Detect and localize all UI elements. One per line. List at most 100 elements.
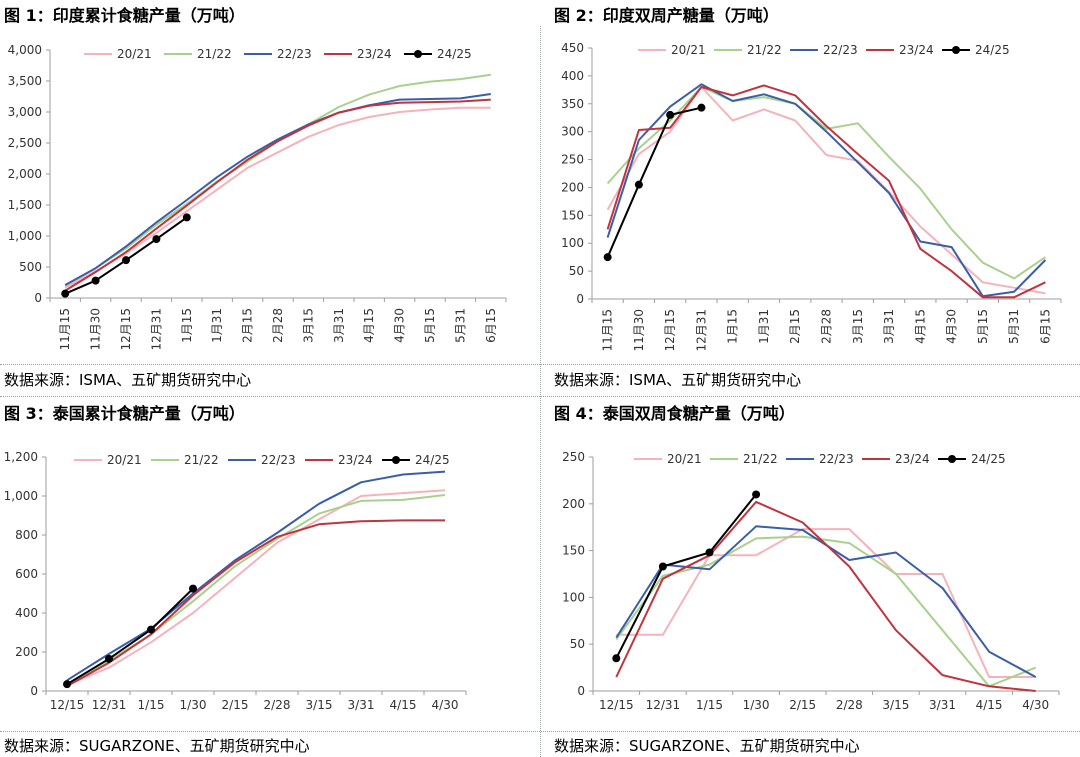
x-tick-label: 2/15 <box>222 698 249 712</box>
x-tick-label: 1/30 <box>743 698 770 712</box>
legend-label: 23/24 <box>357 47 392 61</box>
legend-label: 23/24 <box>899 43 934 57</box>
y-tick-label: 0 <box>34 291 42 305</box>
legend-label: 20/21 <box>117 47 152 61</box>
y-tick-label: 2,500 <box>8 136 42 150</box>
vertical-divider <box>540 26 541 757</box>
x-tick-label: 2/28 <box>836 698 863 712</box>
series-point-24-25 <box>666 110 675 119</box>
y-tick-label: 500 <box>19 260 42 274</box>
legend-marker <box>952 46 960 54</box>
x-tick-label: 6月15 <box>484 308 498 343</box>
y-tick-label: 800 <box>15 528 38 542</box>
series-line-21-22 <box>66 494 446 686</box>
y-tick-label: 200 <box>561 180 584 194</box>
horizontal-divider-top <box>0 364 1080 365</box>
y-tick-label: 350 <box>561 97 584 111</box>
chart-thailand-cumulative: 0 200 400 600 800 1,000 1,200 12/15 12/31 1/15 1/3… <box>4 450 467 712</box>
series-line-20-21 <box>616 528 1036 678</box>
series-point-24-25 <box>603 253 612 262</box>
y-tick-label: 3,500 <box>8 74 42 88</box>
legend-label: 21/22 <box>743 452 778 466</box>
series-point-24-25 <box>61 289 70 298</box>
x-tick-label: 3/15 <box>306 698 333 712</box>
x-tick-label: 11月15 <box>601 309 615 352</box>
x-tick-label: 1/15 <box>696 698 723 712</box>
series-line-21-22 <box>64 73 491 287</box>
x-tick-label: 4月15 <box>913 309 927 344</box>
horizontal-divider-middle <box>0 396 1080 397</box>
x-tick-label: 3月15 <box>301 308 315 343</box>
chart-title: 图 3：泰国累计食糖产量（万吨） <box>4 404 245 423</box>
x-tick-label: 4月30 <box>393 308 407 343</box>
panel-india-cumulative: 图 1：印度累计食糖产量（万吨） 0 500 1,000 1,500 2,000 2,50… <box>0 0 540 389</box>
series-line-22-23 <box>64 93 491 286</box>
y-tick-label: 200 <box>15 645 38 659</box>
series-line-21-22 <box>615 535 1037 688</box>
y-tick-label: 4,000 <box>8 43 42 57</box>
chart-india-cumulative: 0 500 1,000 1,500 2,000 2,500 3,000 3,500 4,000 1… <box>8 43 507 351</box>
legend-marker <box>392 456 400 464</box>
x-tick-label: 3月31 <box>332 308 346 343</box>
x-tick-label: 1/15 <box>138 698 165 712</box>
legend-label: 20/21 <box>107 453 142 467</box>
x-tick-label: 12月31 <box>149 308 163 351</box>
x-tick-label: 4月15 <box>362 308 376 343</box>
x-tick-label: 2月15 <box>241 308 255 343</box>
series-point-24-25 <box>189 584 197 593</box>
x-tick-label: 4/30 <box>1022 698 1049 712</box>
chart-title: 图 2：印度双周产糖量（万吨） <box>554 6 779 25</box>
x-tick-label: 1月15 <box>180 308 194 343</box>
x-tick-label: 3/31 <box>929 698 956 712</box>
x-tick-label: 11月30 <box>632 309 646 352</box>
chart-title: 图 1：印度累计食糖产量（万吨） <box>4 6 245 25</box>
y-tick-label: 1,000 <box>4 489 38 503</box>
x-tick-label: 5月31 <box>1007 309 1021 344</box>
y-tick-label: 0 <box>577 684 585 698</box>
legend-marker <box>948 455 956 463</box>
series-line-24-25 <box>606 106 702 258</box>
y-tick-label: 250 <box>561 153 584 167</box>
series-line-24-25 <box>615 493 757 659</box>
series-line-20-21 <box>64 106 491 289</box>
x-tick-label: 1月15 <box>726 309 740 344</box>
y-tick-label: 1,500 <box>8 198 42 212</box>
y-tick-label: 50 <box>569 264 584 278</box>
source-note: 数据来源：ISMA、五矿期货研究中心 <box>554 371 802 389</box>
y-tick-label: 200 <box>562 497 585 511</box>
y-tick-label: 100 <box>562 590 585 604</box>
series-point-24-25 <box>612 654 621 663</box>
x-tick-label: 4/30 <box>432 698 459 712</box>
x-tick-label: 2月28 <box>271 308 285 343</box>
panel-india-biweekly: 图 2：印度双周产糖量（万吨） 0 50 100 150 200 250 300 350 400… <box>540 0 1080 389</box>
legend-label: 20/21 <box>667 452 702 466</box>
y-tick-label: 100 <box>561 236 584 250</box>
panel-thailand-cumulative: 图 3：泰国累计食糖产量（万吨） 0 200 400 600 800 1,000 1,200… <box>0 398 540 757</box>
chart-title: 图 4：泰国双周食糖产量（万吨） <box>554 404 795 423</box>
series-point-24-25 <box>63 680 71 689</box>
series-point-24-25 <box>634 180 643 189</box>
x-tick-label: 11月30 <box>89 308 103 351</box>
x-tick-label: 1月31 <box>757 309 771 344</box>
x-tick-label: 3月15 <box>851 309 865 344</box>
legend-label: 23/24 <box>895 452 930 466</box>
legend-label: 21/22 <box>747 43 782 57</box>
legend-label: 22/23 <box>823 43 858 57</box>
x-tick-label: 11月15 <box>58 308 72 351</box>
horizontal-divider-bottom <box>0 731 1080 732</box>
y-tick-label: 250 <box>562 450 585 464</box>
x-tick-label: 2月15 <box>788 309 802 344</box>
series-line-23-24 <box>64 98 491 292</box>
legend-label: 24/25 <box>975 43 1010 57</box>
legend-label: 24/25 <box>971 452 1006 466</box>
series-point-24-25 <box>105 654 113 663</box>
x-tick-label: 5月15 <box>976 309 990 344</box>
source-note: 数据来源：ISMA、五矿期货研究中心 <box>4 371 252 389</box>
x-tick-label: 2/15 <box>789 698 816 712</box>
y-tick-label: 600 <box>15 567 38 581</box>
legend-label: 20/21 <box>671 43 706 57</box>
panel-thailand-biweekly: 图 4：泰国双周食糖产量（万吨） 0 50 100 150 200 250 12/15 12/… <box>540 398 1080 757</box>
x-tick-label: 3/15 <box>882 698 909 712</box>
x-tick-label: 12/31 <box>646 698 681 712</box>
y-tick-label: 1,000 <box>8 229 42 243</box>
